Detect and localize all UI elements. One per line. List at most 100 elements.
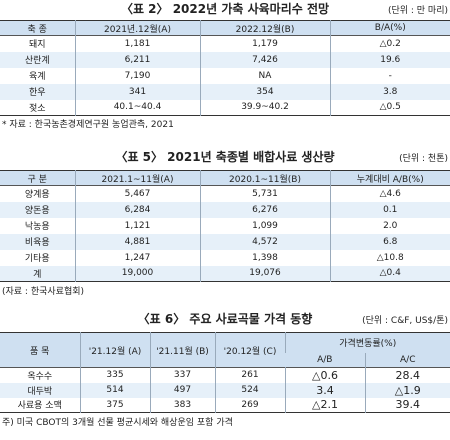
table-cell: △0.4 [329, 265, 450, 282]
header-cell: '21.12월 (A) [79, 332, 150, 368]
header-cell: 구 분 [27, 174, 47, 185]
table-cell: 524 [214, 382, 285, 398]
table-cell: △1.9 [364, 382, 450, 398]
table-row: 사료용 소맥 375 383 269 △2.1 39.4 [0, 397, 450, 413]
table-title: 〈표 6〉 주요 사료곡물 가격 동향 [137, 312, 313, 326]
table-header: 축 종 2021년.12월(A) 2022.12월(B) B/A(%) [0, 20, 450, 36]
table-cell: 옥수수 [27, 371, 53, 382]
table-cell: 7,190 [74, 67, 200, 84]
table-cell: 돼지 [28, 40, 46, 51]
table-cell: 6,211 [74, 51, 200, 68]
table-cell: 19,000 [74, 265, 200, 282]
table-row: 옥수수 335 337 261 △0.6 28.4 [0, 367, 450, 383]
header-cell: B/A(%) [329, 20, 450, 36]
table-body: 양계용 5,467 5,731 △4.6 양돈용 6,284 6,276 0.1 낙농용 1,12… [0, 185, 450, 282]
table-row: 젖소 40.1~40.4 39.9~40.2 △0.5 [0, 99, 450, 116]
table-cell: △0.2 [329, 35, 450, 52]
table-cell: 6,276 [199, 201, 330, 218]
table-cell: 375 [79, 397, 150, 413]
table-row: 기타용 1,247 1,398 △10.8 [0, 249, 450, 266]
header-cell: 2021년.12월(A) [74, 20, 200, 36]
table-cell: NA [199, 67, 330, 84]
header-cell: 축 종 [27, 24, 47, 35]
table-header: 품 목 '21.12월 (A) '21.11월 (B) '20.12월 (C) 가격변동… [0, 332, 450, 368]
table-row: 산란계 6,211 7,426 19.6 [0, 51, 450, 68]
table-cell: 19.6 [329, 51, 450, 68]
table-row: 계 19,000 19,076 △0.4 [0, 265, 450, 282]
header-cell: 가격변동률(%) [284, 332, 450, 353]
table-cell: - [329, 67, 450, 84]
table-cell: 1,099 [199, 217, 330, 234]
table: 품 목 '21.12월 (A) '21.11월 (B) '20.12월 (C) 가격변동… [0, 332, 450, 413]
header-cell: '21.11월 (B) [149, 332, 215, 368]
table-cell: 육계 [28, 72, 46, 82]
unit: (단위 : C&F, US$/톤) [362, 316, 448, 326]
table-cell: 39.4 [364, 397, 450, 413]
table-cell: 337 [149, 367, 215, 383]
table-cell: 4,881 [74, 233, 200, 250]
table-cell: 5,731 [199, 185, 330, 202]
table-row: 양돈용 6,284 6,276 0.1 [0, 201, 450, 218]
table-cell: 6.8 [329, 233, 450, 250]
table-cell: 354 [199, 83, 330, 100]
table-cell: 낙농용 [24, 222, 50, 232]
table-body: 돼지 1,181 1,179 △0.2 산란계 6,211 7,426 19.6 육계 7,190… [0, 35, 450, 116]
table-title: 〈표 2〉 2022년 가축 사육마리수 전망 [120, 2, 330, 16]
table-header: 구 분 2021.1~11월(A) 2020.1~11월(B) 누계대비 A/B(%) [0, 170, 450, 186]
table-cell: △4.6 [329, 185, 450, 202]
note: 주) 미국 CBOT의 3개월 선물 평균시세와 해상운임 포함 가격 [2, 418, 233, 428]
header-row: 구 분 2021.1~11월(A) 2020.1~11월(B) 누계대비 A/B(%) [0, 170, 450, 186]
table-cell: 4,572 [199, 233, 330, 250]
table-title: 〈표 5〉 2021년 축종별 배합사료 생산량 [115, 150, 335, 164]
table-body: 옥수수 335 337 261 △0.6 28.4 대두박 514 497 524 3.4 △1.9 사… [0, 367, 450, 413]
table-row: 낙농용 1,121 1,099 2.0 [0, 217, 450, 234]
table-row: 대두박 514 497 524 3.4 △1.9 [0, 382, 450, 398]
table-cell: 사료용 소맥 [17, 401, 62, 412]
unit: (단위 : 천톤) [399, 154, 448, 164]
table-cell: 514 [79, 382, 150, 398]
table-cell: 341 [74, 83, 200, 100]
note: * 자료 : 한국농촌경제연구원 농업관측, 2021 [2, 120, 174, 130]
table-row: 양계용 5,467 5,731 △4.6 [0, 185, 450, 202]
header-cell: 누계대비 A/B(%) [329, 170, 450, 186]
table-cell: 2.0 [329, 217, 450, 234]
table-cell: 계 [33, 269, 42, 280]
table-cell: △0.5 [329, 99, 450, 116]
table-cell: 양계용 [24, 190, 50, 201]
table-cell: 3.8 [329, 83, 450, 100]
table-cell: 양돈용 [24, 206, 50, 216]
table-cell: 3.4 [284, 382, 365, 398]
table-cell: 39.9~40.2 [199, 99, 330, 116]
table-cell: 기타용 [24, 254, 50, 264]
table-cell: 1,179 [199, 35, 330, 52]
table-cell: △10.8 [329, 249, 450, 266]
table-cell: 261 [214, 367, 285, 383]
header-row: 품 목 '21.12월 (A) '21.11월 (B) '20.12월 (C) 가격변동… [0, 332, 450, 368]
subheader-cell: A/B [317, 354, 333, 365]
table-row: 한우 341 354 3.8 [0, 83, 450, 100]
note: (자료 : 한국사료협회) [2, 287, 85, 297]
header-cell: 품 목 [30, 346, 50, 357]
table-cell: △0.6 [284, 367, 365, 383]
header-cell: '20.12월 (C) [214, 332, 285, 368]
table-cell: 1,398 [199, 249, 330, 266]
subheader-cell: A/C [364, 352, 450, 368]
header-cell: 2022.12월(B) [199, 20, 330, 36]
table: 구 분 2021.1~11월(A) 2020.1~11월(B) 누계대비 A/B(%)… [0, 170, 450, 282]
header-row: 축 종 2021년.12월(A) 2022.12월(B) B/A(%) [0, 20, 450, 36]
header-cell: 2021.1~11월(A) [74, 170, 200, 186]
table-cell: 산란계 [24, 56, 50, 66]
table-cell: 1,181 [74, 35, 200, 52]
table-row: 육계 7,190 NA - [0, 67, 450, 84]
table-cell: 6,284 [74, 201, 200, 218]
header-cell: 2020.1~11월(B) [199, 170, 330, 186]
table-cell: 19,076 [199, 265, 330, 282]
table: 축 종 2021년.12월(A) 2022.12월(B) B/A(%) 돼지 1,181 1… [0, 20, 450, 116]
table-cell: 한우 [28, 88, 46, 98]
table-cell: 497 [149, 382, 215, 398]
table-cell: 1,121 [74, 217, 200, 234]
table-cell: 269 [214, 397, 285, 413]
table-cell: 젖소 [28, 103, 46, 114]
